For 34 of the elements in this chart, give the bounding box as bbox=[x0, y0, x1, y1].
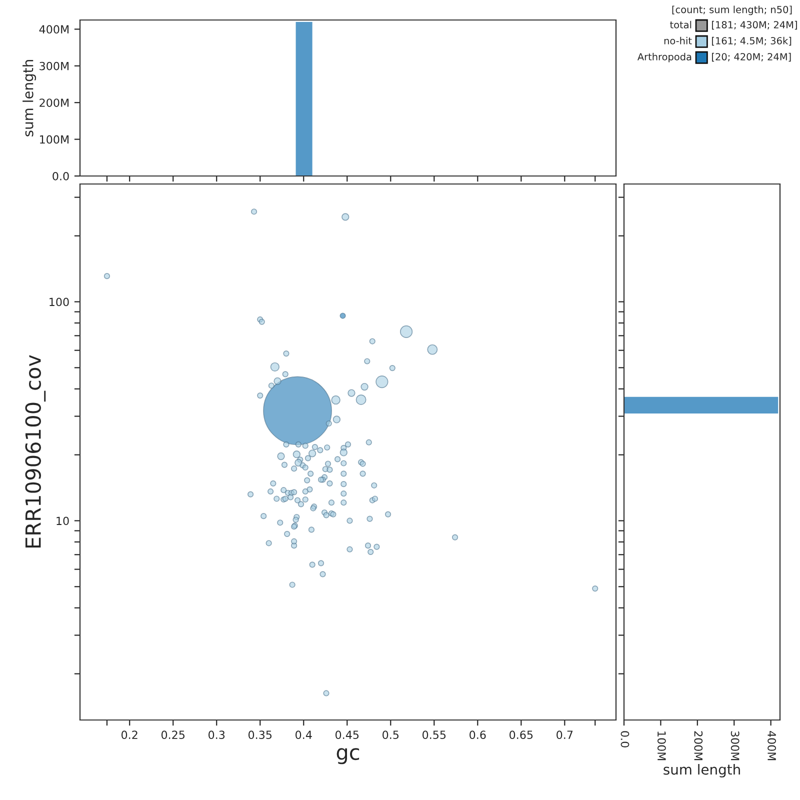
x-tick-label: 0.35 bbox=[248, 730, 272, 740]
y-axis-title: ERR10906100_cov bbox=[25, 355, 46, 548]
x-tick-label: 0.4 bbox=[296, 730, 312, 740]
text: [181; 430M; 24M] bbox=[712, 20, 797, 30]
legend-label: Arthropoda bbox=[637, 52, 692, 62]
x-axis-title: sum length bbox=[664, 764, 740, 778]
y-tick-label: 10 bbox=[56, 516, 69, 526]
text: [20; 420M; 24M] bbox=[712, 52, 791, 62]
x-tick-label: 300M bbox=[730, 731, 740, 760]
x-tick-label: 0.55 bbox=[422, 730, 446, 740]
x-tick-label: 0.65 bbox=[510, 730, 533, 740]
legend-label: total bbox=[670, 20, 692, 28]
y-axis-title: sum length bbox=[22, 60, 36, 136]
x-tick-label: 200M bbox=[694, 731, 703, 760]
x-tick-label: 0.5 bbox=[382, 730, 398, 740]
y-tick-label: 200M bbox=[40, 98, 68, 107]
x-tick-label: 0.2 bbox=[121, 730, 138, 740]
y-tick-label: 400M bbox=[39, 25, 68, 34]
x-tick-label: 100M bbox=[657, 732, 666, 760]
y-tick-label: 100 bbox=[50, 298, 69, 306]
x-tick-label: 0.0 bbox=[620, 731, 630, 748]
text: [161; 4.5M; 36k] bbox=[712, 36, 792, 46]
legend-label: no-hit bbox=[664, 36, 692, 44]
x-tick-label: 0.3 bbox=[208, 730, 225, 740]
x-axis-title: gc bbox=[336, 748, 360, 764]
y-tick-label: 0.0 bbox=[52, 172, 69, 180]
legend-title: [count; sum length; n50] bbox=[672, 6, 792, 16]
x-tick-label: 0.6 bbox=[470, 730, 486, 740]
x-tick-label: 400M bbox=[768, 730, 776, 760]
x-tick-label: 0.45 bbox=[335, 730, 359, 740]
y-tick-label: 100M bbox=[40, 135, 68, 144]
x-tick-label: 0.25 bbox=[161, 730, 185, 740]
x-tick-label: 0.7 bbox=[556, 730, 573, 740]
y-tick-label: 300M bbox=[40, 62, 68, 70]
